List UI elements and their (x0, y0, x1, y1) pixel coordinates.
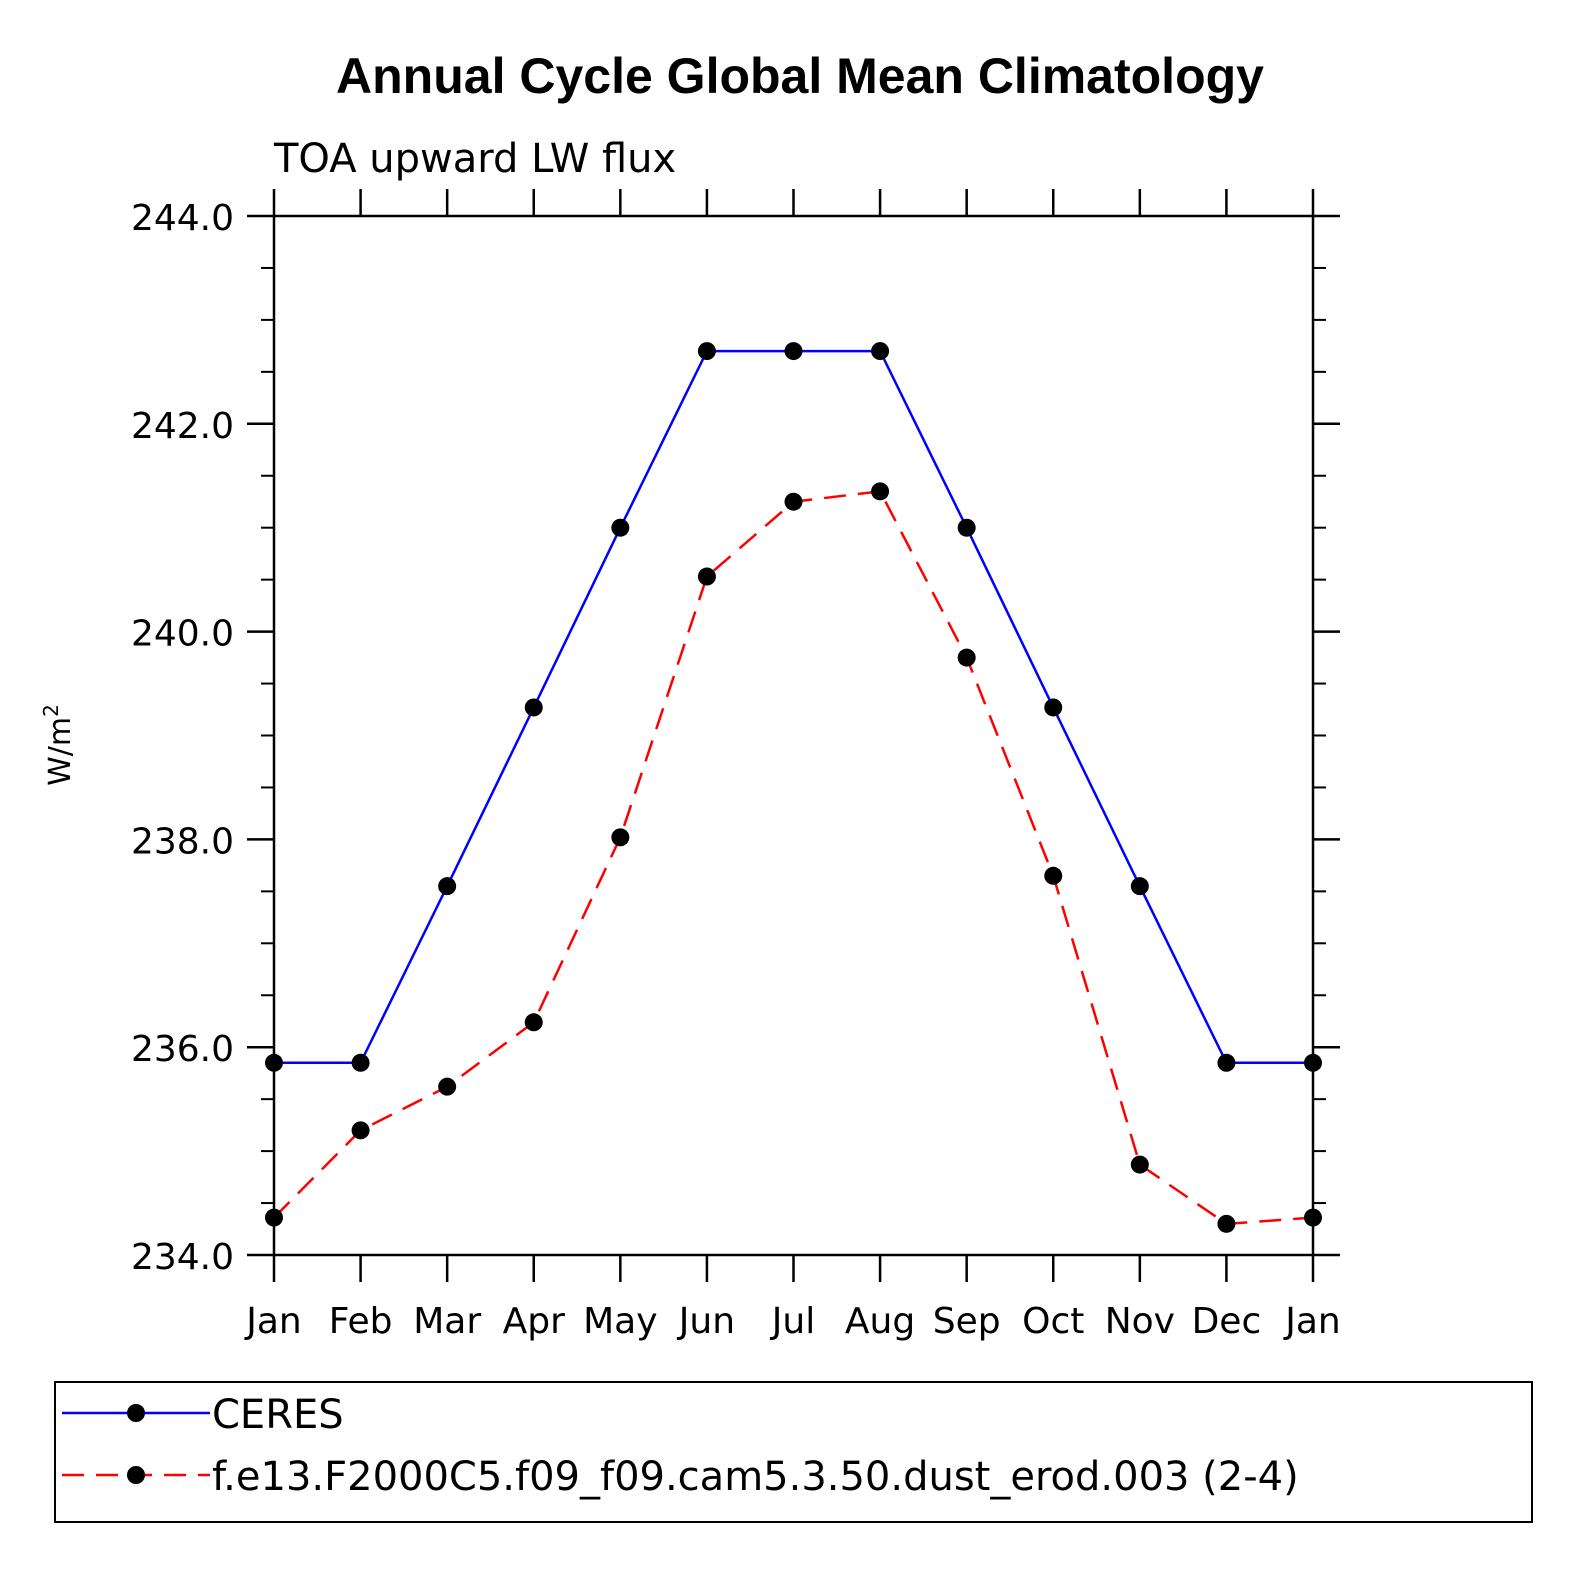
series-2-point (1130, 1155, 1149, 1174)
series-line-2 (273, 489, 1314, 1226)
legend: CERES f.e13.F2000C5.f09_f09.cam5.3.50.dus… (62, 1392, 1299, 1500)
x-tick-label: Jun (677, 1301, 735, 1342)
y-axis-label: W/m2 (39, 704, 78, 786)
y-axis-label-text: W/m (43, 717, 78, 786)
series-2-point (524, 1013, 543, 1032)
chart-title: Annual Cycle Global Mean Climatology (336, 48, 1264, 104)
series-2-point (1217, 1214, 1236, 1233)
plot-frame (272, 214, 1315, 1257)
legend-marker-1 (127, 1404, 145, 1422)
series-1-point (1304, 1053, 1322, 1072)
series-2-point (697, 567, 716, 586)
y-tick-label: 238.0 (131, 821, 234, 862)
y-tick-label: 240.0 (131, 614, 234, 655)
series-2-point (784, 492, 803, 511)
legend-label-2: f.e13.F2000C5.f09_f09.cam5.3.50.dust_ero… (212, 1454, 1299, 1500)
series-1-point (1130, 877, 1149, 896)
series-1-point (438, 877, 457, 896)
series-line-1 (274, 349, 1313, 1065)
series-2-point (871, 482, 890, 501)
series-2-point (351, 1121, 370, 1140)
x-tick-label: Oct (1022, 1301, 1084, 1342)
plot-axes: Jan Feb Mar Apr May Jun Jul Aug Sep Oct Nov Dec Jan2… (131, 189, 1341, 1342)
series-2-point (265, 1208, 283, 1227)
series-1-point (871, 342, 890, 361)
y-tick-label: 234.0 (131, 1237, 234, 1278)
series-layer (265, 342, 1322, 1233)
x-tick-label: Jan (1283, 1301, 1341, 1342)
series-1-point (784, 342, 803, 361)
x-tick-label: Aug (845, 1301, 915, 1342)
x-tick-label: Mar (413, 1301, 481, 1342)
legend-label-1: CERES (212, 1392, 344, 1438)
x-tick-label: Nov (1105, 1301, 1175, 1342)
x-tick-label: Sep (933, 1301, 1001, 1342)
series-2-point (957, 648, 976, 667)
series-1-point (351, 1053, 370, 1072)
series-1-point (524, 698, 543, 717)
x-tick-label: Apr (503, 1301, 565, 1342)
series-2-point (1044, 866, 1063, 885)
x-tick-label: Jan (244, 1301, 302, 1342)
series-1-point (611, 518, 630, 537)
x-tick-label: Dec (1192, 1301, 1262, 1342)
series-1-point (1044, 698, 1063, 717)
legend-box (54, 1381, 1533, 1523)
legend-marker-2 (127, 1466, 145, 1484)
chart-subtitle: TOA upward LW flux (273, 136, 676, 182)
x-tick-label: Jul (770, 1301, 815, 1342)
y-tick-label: 242.0 (131, 406, 234, 447)
series-2-point (611, 828, 630, 847)
series-1-point (265, 1053, 283, 1072)
series-2-point (1304, 1208, 1322, 1227)
x-tick-label: Feb (329, 1301, 393, 1342)
y-tick-label: 236.0 (131, 1029, 234, 1070)
series-1-point (957, 518, 976, 537)
series-2-point (438, 1077, 457, 1096)
y-tick-label: 244.0 (131, 198, 234, 239)
series-1-point (697, 342, 716, 361)
y-axis-label-superscript: 2 (39, 704, 63, 717)
series-1-point (1217, 1053, 1236, 1072)
x-tick-label: May (583, 1301, 657, 1342)
